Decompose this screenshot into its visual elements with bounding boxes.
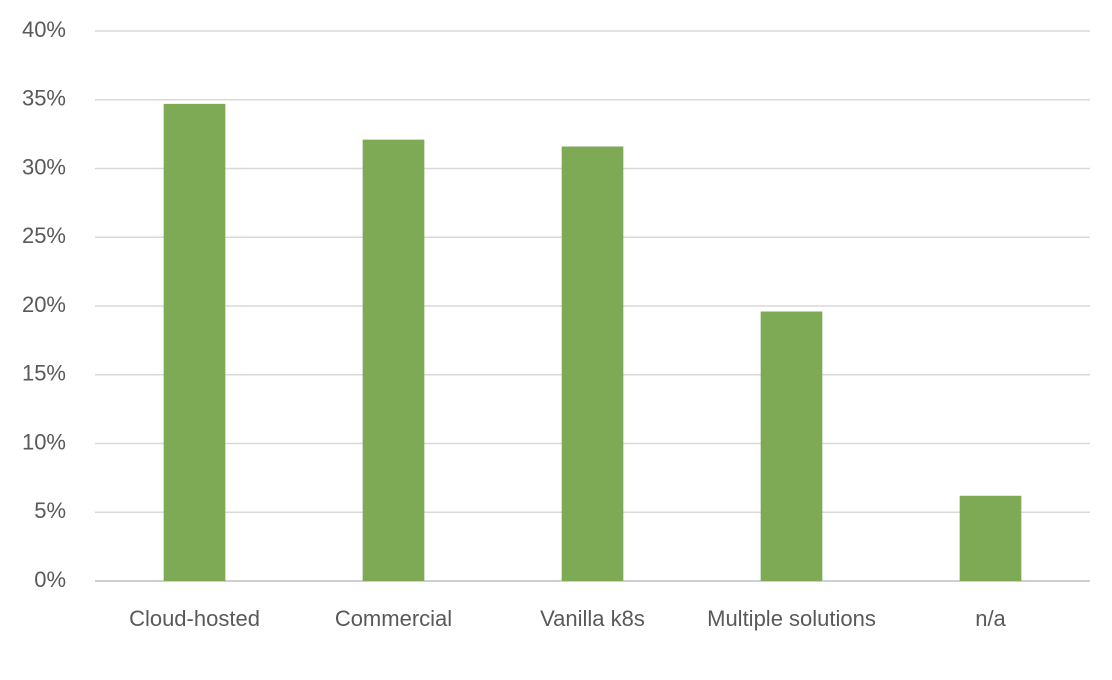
bar — [561, 146, 624, 581]
x-tick-label: n/a — [975, 606, 1006, 631]
y-tick-label: 30% — [22, 154, 66, 179]
bar — [163, 103, 226, 581]
bar — [760, 311, 823, 581]
y-tick-label: 35% — [22, 86, 66, 111]
y-tick-label: 20% — [22, 292, 66, 317]
y-tick-label: 25% — [22, 223, 66, 248]
bar — [362, 139, 425, 581]
x-tick-label: Cloud-hosted — [129, 606, 260, 631]
bar — [959, 495, 1022, 581]
y-tick-label: 15% — [22, 361, 66, 386]
x-tick-label: Commercial — [334, 606, 453, 631]
x-tick-label: Vanilla k8s — [540, 606, 645, 631]
x-tick-label: Multiple solutions — [707, 606, 876, 631]
y-tick-label: 5% — [34, 498, 66, 523]
y-tick-label: 0% — [34, 567, 66, 592]
y-tick-label: 40% — [22, 17, 66, 42]
y-tick-label: 10% — [22, 429, 66, 454]
